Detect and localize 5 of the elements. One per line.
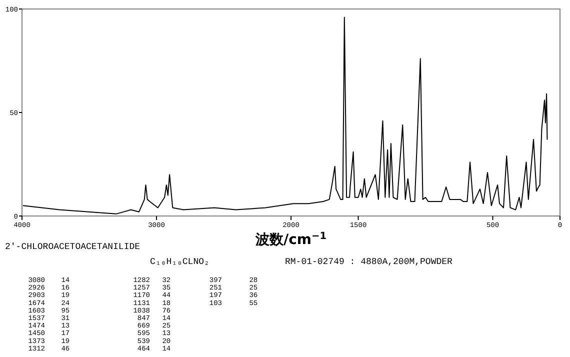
x-axis-title: 波数/cm$^{−1}$ <box>254 230 327 248</box>
text: RM-01-02749 : 4880A,200M,POWDER <box>285 257 454 267</box>
text: 2'-CHLOROACETOACETANILIDE <box>5 242 140 252</box>
text: C₁₀H₁₀CLNO₂ <box>150 257 210 267</box>
line-series <box>22 16 548 214</box>
